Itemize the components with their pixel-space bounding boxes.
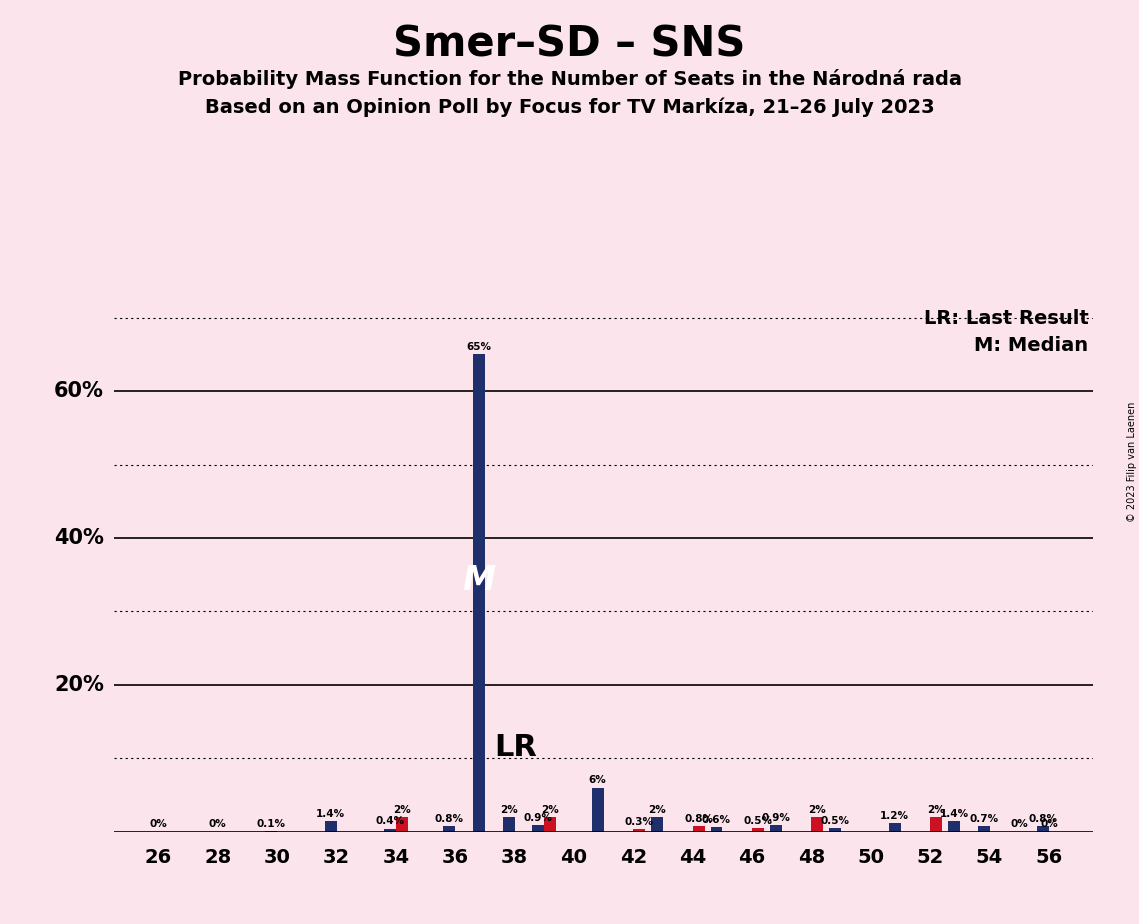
Text: Probability Mass Function for the Number of Seats in the Národná rada: Probability Mass Function for the Number… xyxy=(178,69,961,90)
Bar xyxy=(592,787,604,832)
Text: 0%: 0% xyxy=(1010,820,1029,830)
Bar xyxy=(325,821,336,832)
Bar xyxy=(652,817,663,832)
Bar xyxy=(443,826,456,832)
Text: 0.3%: 0.3% xyxy=(625,817,654,827)
Text: 0.7%: 0.7% xyxy=(969,814,998,824)
Text: 1.2%: 1.2% xyxy=(880,810,909,821)
Text: 0.8%: 0.8% xyxy=(435,813,464,823)
Text: Smer–SD – SNS: Smer–SD – SNS xyxy=(393,23,746,65)
Text: 20%: 20% xyxy=(55,675,104,695)
Text: 0.8%: 0.8% xyxy=(1029,813,1057,823)
Text: 0%: 0% xyxy=(208,820,227,830)
Text: 1.4%: 1.4% xyxy=(316,809,345,819)
Text: Based on an Opinion Poll by Focus for TV Markíza, 21–26 July 2023: Based on an Opinion Poll by Focus for TV… xyxy=(205,97,934,116)
Text: 2%: 2% xyxy=(648,805,666,815)
Text: 0.8%: 0.8% xyxy=(685,813,713,823)
Text: 40%: 40% xyxy=(55,528,104,548)
Bar xyxy=(396,817,408,832)
Bar xyxy=(1036,826,1049,832)
Text: 0%: 0% xyxy=(149,820,167,830)
Text: 0.5%: 0.5% xyxy=(821,816,850,826)
Text: 0%: 0% xyxy=(1040,820,1058,830)
Text: 0.5%: 0.5% xyxy=(744,816,772,826)
Text: 2%: 2% xyxy=(500,805,517,815)
Text: 2%: 2% xyxy=(541,805,559,815)
Bar xyxy=(977,826,990,832)
Text: 1.4%: 1.4% xyxy=(940,809,968,819)
Bar xyxy=(544,817,556,832)
Text: 60%: 60% xyxy=(55,381,104,401)
Text: M: M xyxy=(462,564,495,597)
Bar xyxy=(948,821,960,832)
Text: 6%: 6% xyxy=(589,775,607,785)
Text: 2%: 2% xyxy=(927,805,945,815)
Bar xyxy=(693,826,705,832)
Bar xyxy=(473,355,485,832)
Bar xyxy=(633,830,645,832)
Text: LR: LR xyxy=(494,733,536,762)
Text: 0.9%: 0.9% xyxy=(761,813,790,822)
Bar xyxy=(752,828,764,832)
Text: 2%: 2% xyxy=(393,805,411,815)
Bar xyxy=(888,822,901,832)
Text: 65%: 65% xyxy=(467,342,492,352)
Text: 0.4%: 0.4% xyxy=(376,817,404,826)
Text: © 2023 Filip van Laenen: © 2023 Filip van Laenen xyxy=(1126,402,1137,522)
Bar xyxy=(931,817,942,832)
Bar xyxy=(384,829,396,832)
Bar xyxy=(711,827,722,832)
Text: 0.9%: 0.9% xyxy=(524,813,552,822)
Text: 0.1%: 0.1% xyxy=(256,819,286,829)
Text: 2%: 2% xyxy=(809,805,826,815)
Text: LR: Last Result: LR: Last Result xyxy=(924,310,1089,328)
Bar xyxy=(829,828,841,832)
Bar xyxy=(770,825,781,832)
Bar xyxy=(811,817,823,832)
Bar xyxy=(502,817,515,832)
Text: M: Median: M: Median xyxy=(975,336,1089,355)
Text: 0.6%: 0.6% xyxy=(702,815,731,825)
Bar xyxy=(532,825,544,832)
